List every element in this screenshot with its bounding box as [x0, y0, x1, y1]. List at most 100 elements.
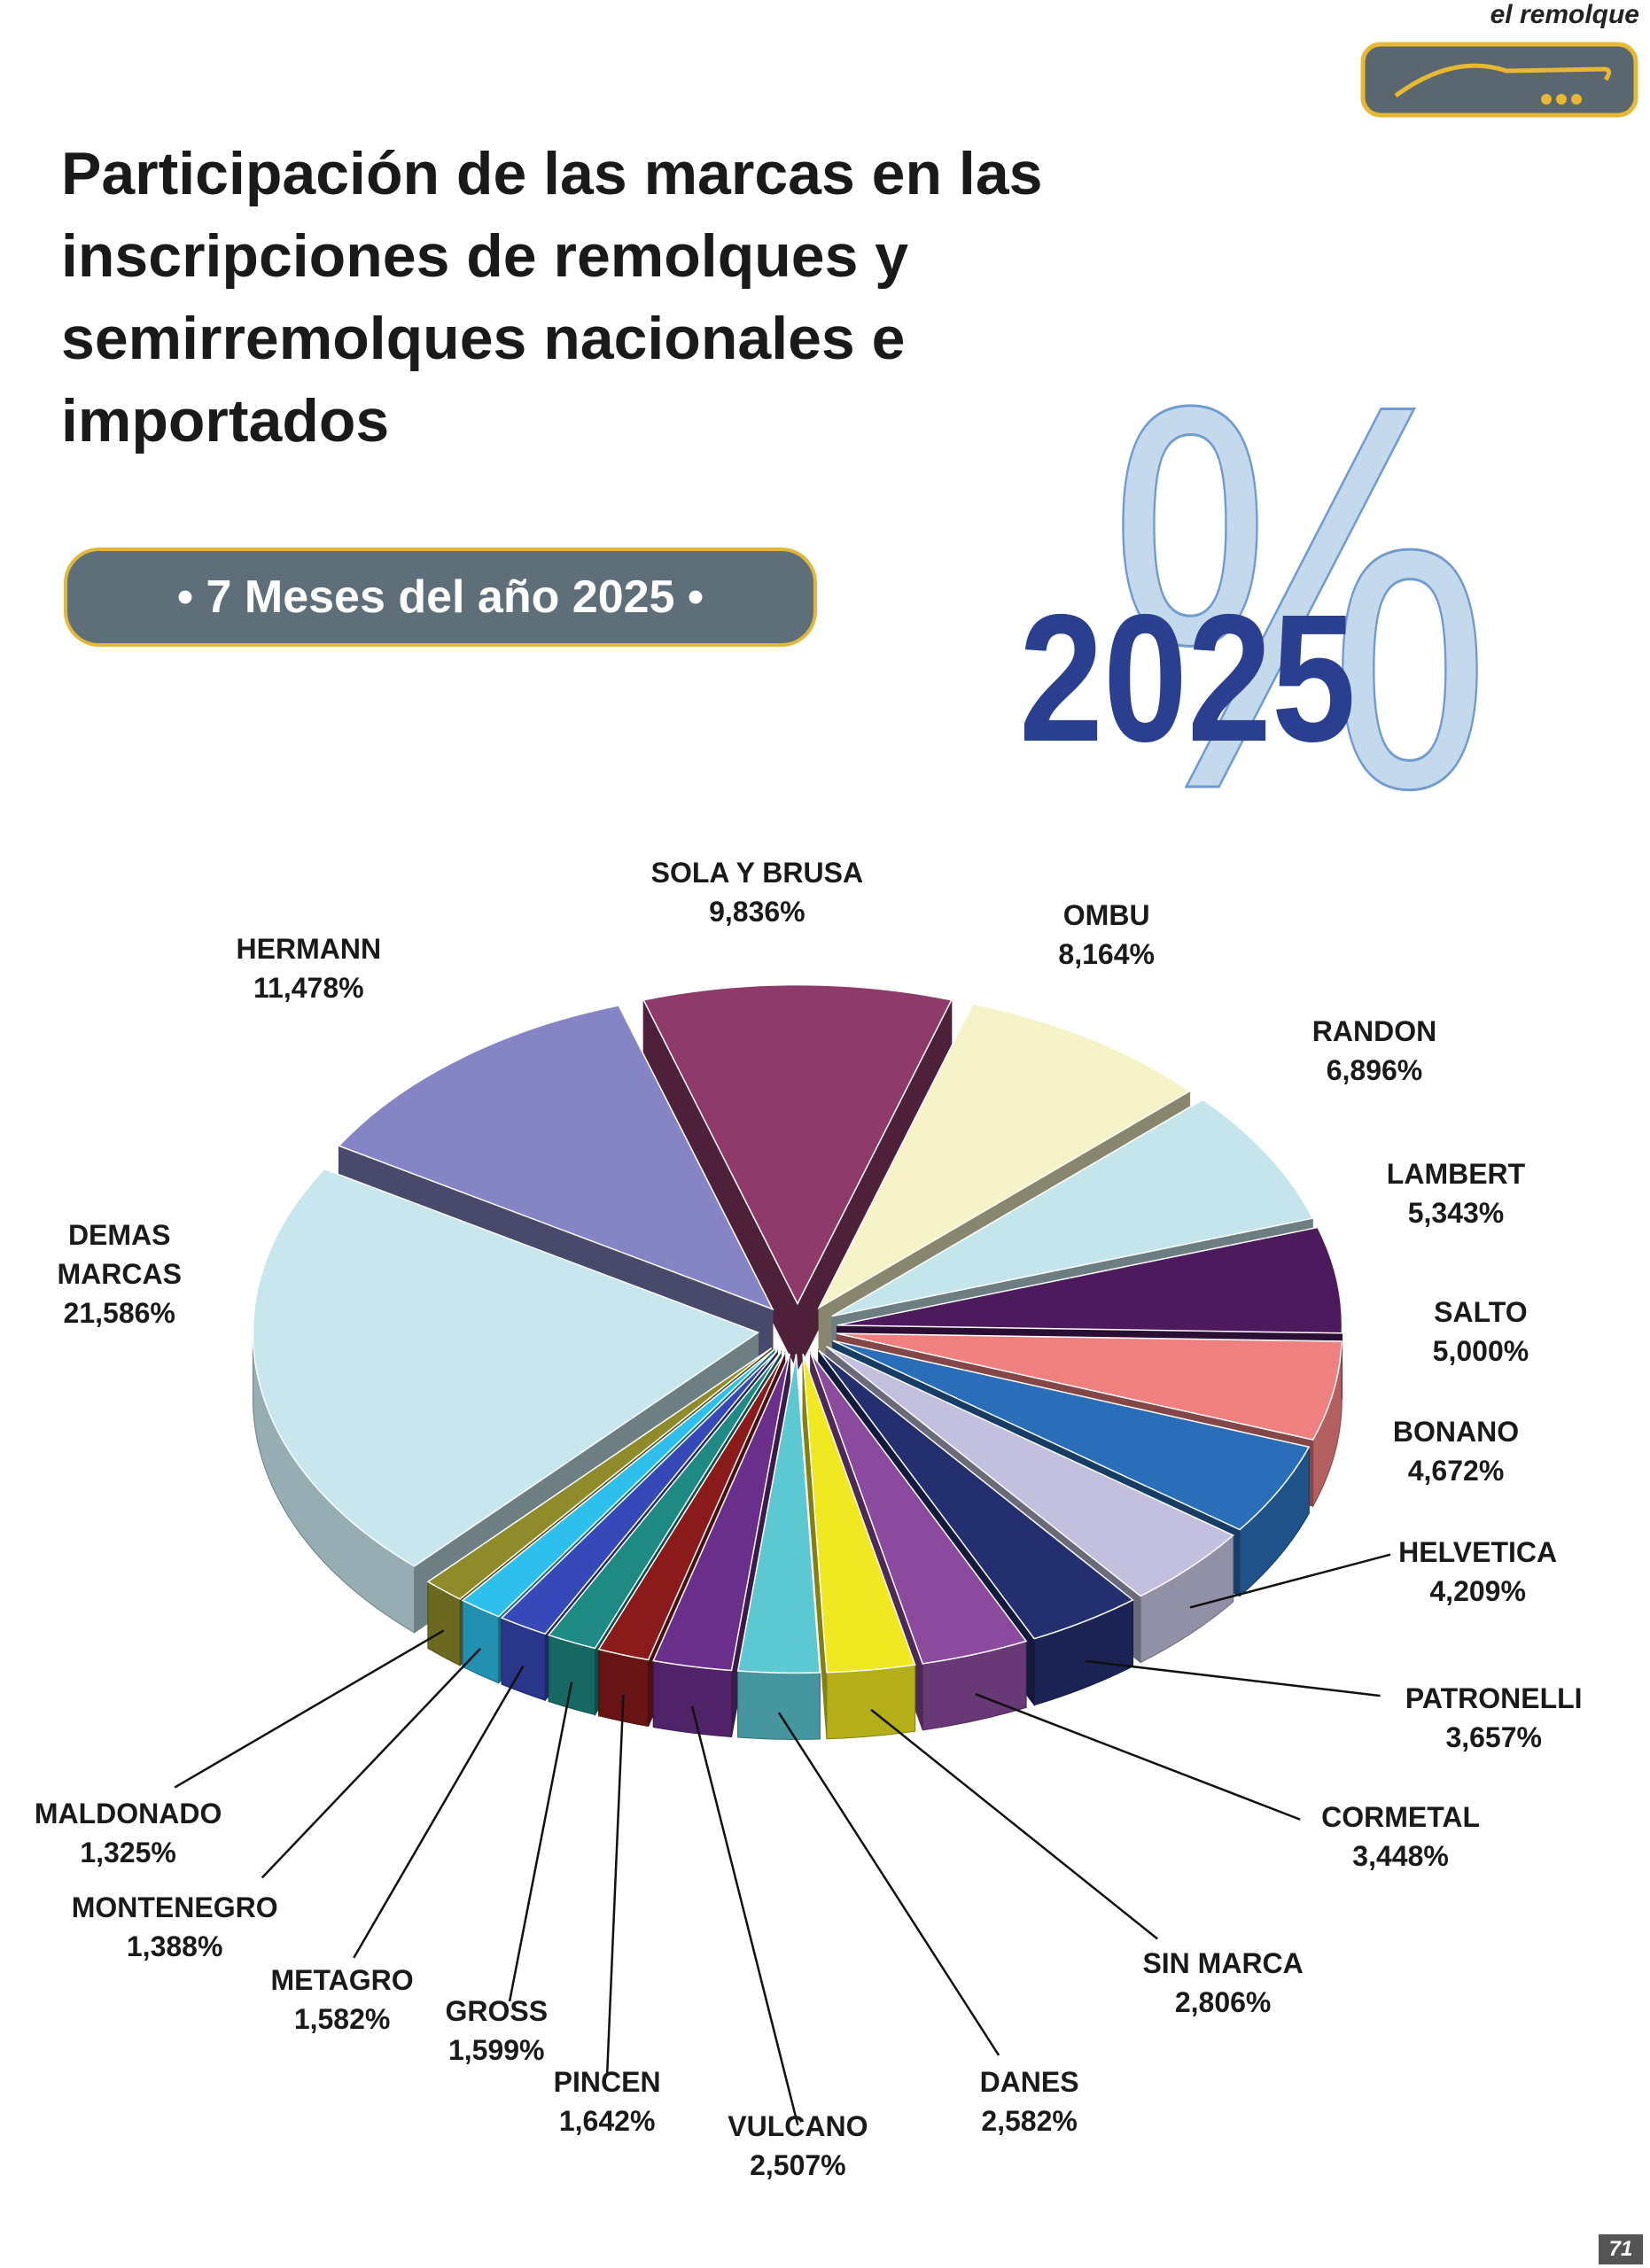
- data-label: DEMAS MARCAS 21,586%: [49, 1216, 191, 1332]
- data-label: SALTO 5,000%: [1433, 1293, 1529, 1371]
- slice: [825, 1346, 1234, 1597]
- category-label: CORMETAL: [1321, 1801, 1481, 1834]
- slice: [802, 1353, 916, 1674]
- category-label: SALTO: [1434, 1296, 1528, 1329]
- leader-line: [174, 1629, 445, 1789]
- slice: [809, 1352, 1028, 1665]
- leader-line: [690, 1705, 799, 2126]
- data-label: MALDONADO 1,325%: [35, 1794, 222, 1872]
- data-label: VULCANO 2,507%: [728, 2107, 868, 2185]
- category-label: HERMANN: [236, 932, 382, 965]
- data-label: GROSS 1,599%: [445, 1992, 548, 2070]
- slice-side: [737, 1670, 821, 1740]
- data-label: SIN MARCA 2,806%: [1142, 1944, 1303, 2022]
- category-label: OMBU: [1062, 898, 1150, 931]
- slice: [642, 983, 953, 1306]
- slice: [818, 1349, 1134, 1640]
- value-label: 3,657%: [1445, 1720, 1542, 1753]
- logo-dot: [1541, 94, 1552, 105]
- category-label: VULCANO: [728, 2109, 868, 2142]
- data-label: PATRONELLI 3,657%: [1405, 1679, 1583, 1757]
- slice: [817, 1003, 1191, 1309]
- data-label: RANDON 6,896%: [1312, 1012, 1436, 1090]
- value-label: 1,642%: [558, 2105, 656, 2138]
- leader-line: [508, 1682, 573, 2002]
- slice: [837, 1226, 1343, 1334]
- slice: [338, 1005, 774, 1311]
- category-label: GROSS: [445, 1994, 549, 2027]
- category-label: LAMBERT: [1386, 1158, 1526, 1191]
- value-label: 5,343%: [1407, 1197, 1505, 1230]
- category-label: PINCEN: [553, 2066, 661, 2099]
- slice: [832, 1340, 1311, 1531]
- category-label: DANES: [979, 2066, 1079, 2099]
- value-label: 2,507%: [750, 2148, 846, 2181]
- value-label: 6,896%: [1326, 1054, 1423, 1087]
- slice: [597, 1352, 786, 1661]
- title: Participación de las marcas en las inscr…: [61, 140, 1043, 454]
- value-label: 4,672%: [1407, 1455, 1505, 1487]
- value-label: 3,448%: [1352, 1840, 1449, 1873]
- data-label: BONANO 4,672%: [1393, 1412, 1519, 1490]
- category-label: MONTENEGRO: [71, 1891, 278, 1924]
- category-label: METAGRO: [270, 1964, 414, 1997]
- category-label: SIN MARCA: [1142, 1946, 1304, 1979]
- data-label: SOLA Y BRUSA 9,836%: [651, 853, 863, 931]
- slice: [831, 1099, 1314, 1317]
- pie: [174, 983, 1391, 2126]
- value-label: 2,582%: [981, 2105, 1078, 2138]
- data-label: HELVETICA 4,209%: [1398, 1533, 1557, 1611]
- category-label: MALDONADO: [34, 1797, 222, 1829]
- badge-year: 2025: [1019, 577, 1356, 780]
- page-number: 71: [1599, 2234, 1643, 2264]
- percent-symbol: %: [1108, 291, 1492, 904]
- category-label: PATRONELLI: [1405, 1682, 1583, 1714]
- value-label: 21,586%: [63, 1296, 175, 1329]
- slice: [547, 1351, 782, 1650]
- slice: [652, 1353, 791, 1672]
- logo: [1360, 42, 1638, 118]
- leader-line: [777, 1712, 1000, 2056]
- subtitle-pill: • 7 Meses del año 2025 •: [64, 548, 817, 647]
- slice: [252, 1168, 760, 1567]
- data-label: DANES 2,582%: [980, 2062, 1079, 2140]
- slice: [837, 1332, 1343, 1441]
- value-label: 2,806%: [1174, 1985, 1272, 2018]
- logo-dot: [1556, 94, 1567, 105]
- category-label: SOLA Y BRUSA: [650, 857, 864, 889]
- data-label: METAGRO 1,582%: [271, 1961, 414, 2039]
- data-label: MONTENEGRO 1,388%: [72, 1888, 278, 1966]
- brand: el remolque: [1490, 0, 1639, 29]
- leader-line: [1189, 1553, 1391, 1609]
- leader-line: [353, 1665, 525, 1959]
- leader-line: [261, 1647, 481, 1879]
- value-label: 11,478%: [253, 971, 364, 1004]
- value-label: 1,599%: [448, 2033, 545, 2066]
- data-label: PINCEN 1,642%: [554, 2062, 661, 2140]
- category-label: BONANO: [1392, 1416, 1520, 1449]
- slice: [500, 1350, 778, 1635]
- value-label: 5,000%: [1432, 1335, 1529, 1368]
- logo-box: [1360, 42, 1638, 118]
- slice: [736, 1354, 821, 1674]
- slice: [461, 1348, 775, 1618]
- slice-side: [652, 1659, 733, 1738]
- value-label: 1,582%: [293, 2003, 391, 2036]
- leader-line: [870, 1708, 1158, 1940]
- value-label: 9,836%: [709, 896, 806, 928]
- value-label: 1,325%: [80, 1836, 176, 1868]
- category-label: RANDON: [1311, 1015, 1437, 1048]
- data-label: HERMANN 11,478%: [237, 929, 382, 1007]
- data-label: LAMBERT 5,343%: [1387, 1154, 1525, 1232]
- value-label: 4,209%: [1429, 1575, 1526, 1608]
- leader-line: [975, 1692, 1301, 1821]
- logo-dot: [1571, 94, 1582, 105]
- subtitle: • 7 Meses del año 2025 •: [176, 571, 704, 623]
- value-label: 1,388%: [126, 1930, 223, 1963]
- data-label: CORMETAL 3,448%: [1321, 1798, 1480, 1876]
- slice-side: [826, 1664, 916, 1740]
- category-label: HELVETICA: [1398, 1536, 1558, 1569]
- leader-line: [1085, 1659, 1381, 1697]
